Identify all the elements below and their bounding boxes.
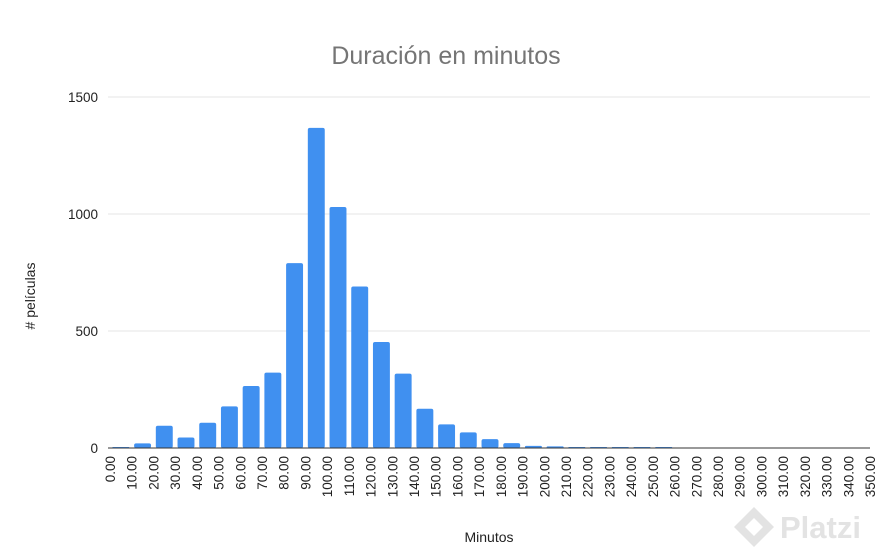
x-tick-label: 70.00 — [255, 456, 270, 490]
bar — [286, 263, 304, 448]
bar — [199, 422, 217, 448]
bar — [394, 373, 412, 448]
bar — [134, 443, 152, 448]
bar — [481, 439, 499, 448]
bar — [220, 406, 238, 448]
x-tick-label: 330.00 — [820, 456, 835, 497]
chart-title: Duración en minutos — [331, 42, 560, 70]
x-tick-label: 150.00 — [429, 456, 444, 497]
bar — [459, 432, 477, 448]
x-tick-label: 170.00 — [472, 456, 487, 497]
platzi-logo-icon — [734, 507, 774, 547]
y-tick-label: 0 — [90, 441, 98, 456]
x-tick-label: 120.00 — [364, 456, 379, 497]
bar — [372, 341, 390, 448]
x-tick-label: 100.00 — [320, 456, 335, 497]
x-tick-label: 350.00 — [863, 456, 878, 497]
y-tick-label: 500 — [75, 324, 98, 339]
x-axis-label: Minutos — [464, 529, 513, 545]
bar — [524, 445, 542, 448]
x-tick-label: 10.00 — [125, 456, 140, 490]
watermark: Platzi — [734, 507, 861, 547]
bar — [351, 286, 369, 448]
x-tick-label: 270.00 — [689, 456, 704, 497]
x-tick-label: 310.00 — [776, 456, 791, 497]
x-tick-label: 50.00 — [212, 456, 227, 490]
x-tick-label: 60.00 — [233, 456, 248, 490]
bar — [416, 408, 434, 448]
x-tick-label: 190.00 — [516, 456, 531, 497]
x-tick-label: 260.00 — [668, 456, 683, 497]
watermark-label: Platzi — [780, 510, 861, 545]
bar — [307, 127, 325, 448]
x-tick-label: 240.00 — [624, 456, 639, 497]
x-tick-label: 340.00 — [841, 456, 856, 497]
bar — [329, 206, 347, 448]
bar — [264, 372, 282, 448]
x-tick-label: 230.00 — [602, 456, 617, 497]
x-tick-label: 20.00 — [146, 456, 161, 490]
x-axis-ticks: 0.00 10.00 20.00 30.00 40.00 50.00 60.00 70.00 8… — [103, 456, 878, 497]
x-tick-label: 90.00 — [298, 456, 313, 490]
x-tick-label: 200.00 — [537, 456, 552, 497]
bars — [112, 127, 673, 448]
x-tick-label: 130.00 — [385, 456, 400, 497]
x-tick-label: 280.00 — [711, 456, 726, 497]
x-tick-label: 300.00 — [754, 456, 769, 497]
y-axis-ticks: 0 500 1000 1500 — [68, 90, 98, 456]
y-axis-label: # películas — [22, 263, 38, 330]
gridlines — [108, 96, 870, 332]
x-tick-label: 250.00 — [646, 456, 661, 497]
x-tick-label: 80.00 — [277, 456, 292, 490]
bar — [242, 385, 260, 448]
x-tick-label: 210.00 — [559, 456, 574, 497]
x-tick-label: 0.00 — [103, 456, 118, 482]
bar — [438, 424, 456, 448]
y-tick-label: 1000 — [68, 207, 98, 222]
y-tick-label: 1500 — [68, 90, 98, 105]
x-tick-label: 160.00 — [450, 456, 465, 497]
x-tick-label: 140.00 — [407, 456, 422, 497]
x-tick-label: 40.00 — [190, 456, 205, 490]
x-tick-label: 220.00 — [581, 456, 596, 497]
x-tick-label: 180.00 — [494, 456, 509, 497]
bar — [177, 437, 195, 448]
bar — [503, 443, 521, 448]
x-tick-label: 110.00 — [342, 456, 357, 496]
bar — [155, 425, 173, 448]
x-tick-label: 320.00 — [798, 456, 813, 497]
x-tick-label: 290.00 — [733, 456, 748, 497]
x-tick-label: 30.00 — [168, 456, 183, 490]
